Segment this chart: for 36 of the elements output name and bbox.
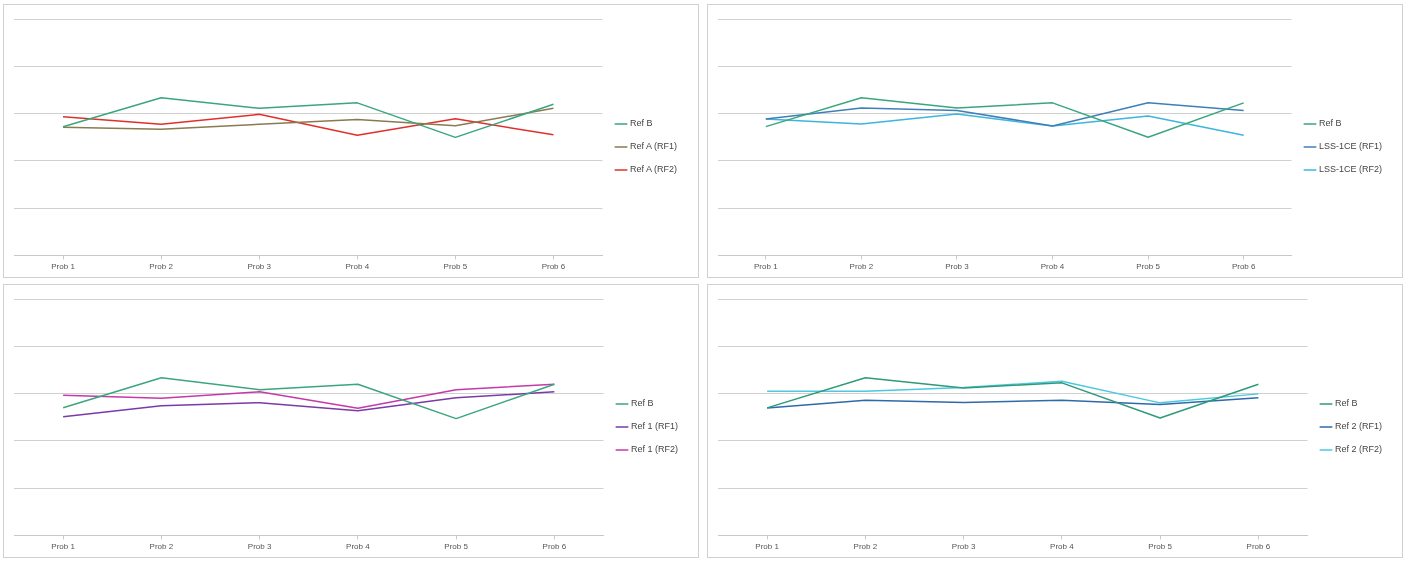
legend-label: Ref B <box>629 118 653 129</box>
x-tick-label: Prob 6 <box>1246 542 1271 552</box>
x-tick-label: Prob 2 <box>149 542 174 552</box>
x-tick-label: Prob 4 <box>1040 262 1065 272</box>
legend-label: Ref B <box>1334 398 1358 409</box>
x-tick-label: Prob 2 <box>849 262 874 272</box>
x-tick-label: Prob 6 <box>541 262 566 272</box>
legend-label: LSS-1CE (RF1) <box>1318 141 1382 152</box>
x-tick-label: Prob 3 <box>247 262 272 272</box>
x-tick-label: Prob 3 <box>945 262 970 272</box>
legend-label: Ref 2 (RF2) <box>1334 444 1383 455</box>
legend-label: Ref A (RF2) <box>629 164 678 175</box>
x-tick-label: Prob 2 <box>853 542 878 552</box>
x-tick-label: Prob 6 <box>542 542 567 552</box>
x-tick-label: Prob 6 <box>1231 262 1257 272</box>
x-tick-label: Prob 4 <box>345 262 370 272</box>
legend-label: Ref 2 (RF1) <box>1334 421 1383 432</box>
legend-label: LSS-1CE (RF2) <box>1318 164 1382 175</box>
x-tick-label: Prob 1 <box>51 262 76 272</box>
legend-label: Ref B <box>1318 118 1342 129</box>
legend-label: Ref A (RF1) <box>629 141 678 152</box>
x-tick-label: Prob 3 <box>951 542 976 552</box>
x-tick-label: Prob 3 <box>247 542 272 552</box>
legend-label: Ref B <box>630 398 654 409</box>
x-tick-label: Prob 2 <box>149 262 174 272</box>
x-tick-label: Prob 5 <box>444 542 469 552</box>
x-tick-label: Prob 4 <box>1050 542 1075 552</box>
legend-label: Ref 1 (RF1) <box>630 421 679 432</box>
x-tick-label: Prob 1 <box>51 542 76 552</box>
x-tick-label: Prob 1 <box>754 262 779 272</box>
x-tick-label: Prob 5 <box>443 262 468 272</box>
legend-label: Ref 1 (RF2) <box>630 444 679 455</box>
x-tick-label: Prob 4 <box>346 542 371 552</box>
x-tick-label: Prob 5 <box>1148 542 1173 552</box>
x-tick-label: Prob 5 <box>1136 262 1161 272</box>
x-tick-label: Prob 1 <box>755 542 780 552</box>
